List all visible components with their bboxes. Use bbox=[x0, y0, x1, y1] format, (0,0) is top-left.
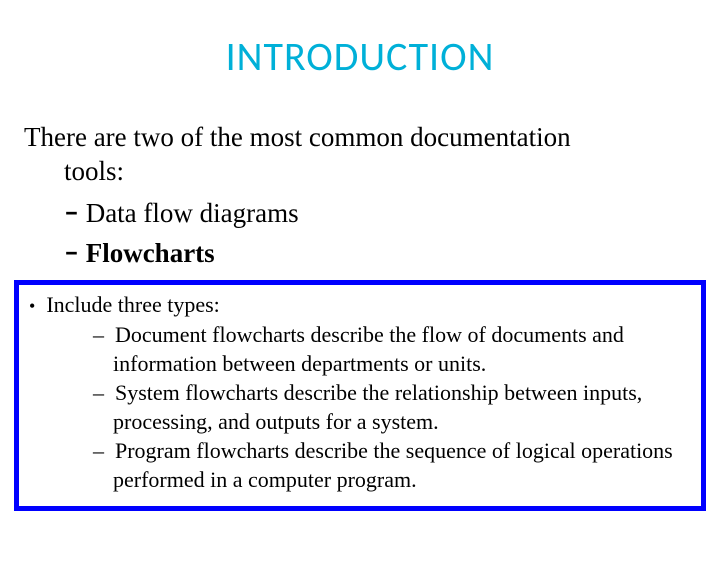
type-1-text: Document flowcharts describe the flow of… bbox=[113, 322, 624, 376]
type-3-text: Program flowcharts describe the sequence… bbox=[113, 438, 673, 492]
type-2-text: System flowcharts describe the relations… bbox=[113, 380, 642, 434]
flowchart-type-3: – Program flowcharts describe the sequen… bbox=[93, 437, 691, 494]
bullet-icon: • bbox=[29, 296, 35, 316]
flowchart-type-2: – System flowcharts describe the relatio… bbox=[93, 379, 691, 436]
main-list-item-2: – Flowcharts bbox=[64, 233, 720, 274]
box-header-text: Include three types: bbox=[46, 292, 220, 317]
box-header-line: • Include three types: bbox=[29, 291, 691, 320]
highlighted-box: • Include three types: – Document flowch… bbox=[14, 280, 706, 511]
main-list-item-1: – Data flow diagrams bbox=[64, 193, 720, 234]
dash-icon: – bbox=[64, 234, 79, 271]
main-item-2-text: Flowcharts bbox=[86, 238, 215, 268]
intro-paragraph: There are two of the most common documen… bbox=[24, 121, 690, 189]
page-title: INTRODUCTION bbox=[0, 32, 720, 81]
flowchart-type-1: – Document flowcharts describe the flow … bbox=[93, 321, 691, 378]
main-list: – Data flow diagrams – Flowcharts bbox=[64, 193, 720, 274]
dash-icon: – bbox=[64, 194, 79, 231]
intro-line1: There are two of the most common documen… bbox=[24, 122, 571, 152]
flowchart-types-list: – Document flowcharts describe the flow … bbox=[93, 321, 691, 495]
main-item-1-text: Data flow diagrams bbox=[86, 198, 299, 228]
intro-line2: tools: bbox=[64, 156, 124, 186]
